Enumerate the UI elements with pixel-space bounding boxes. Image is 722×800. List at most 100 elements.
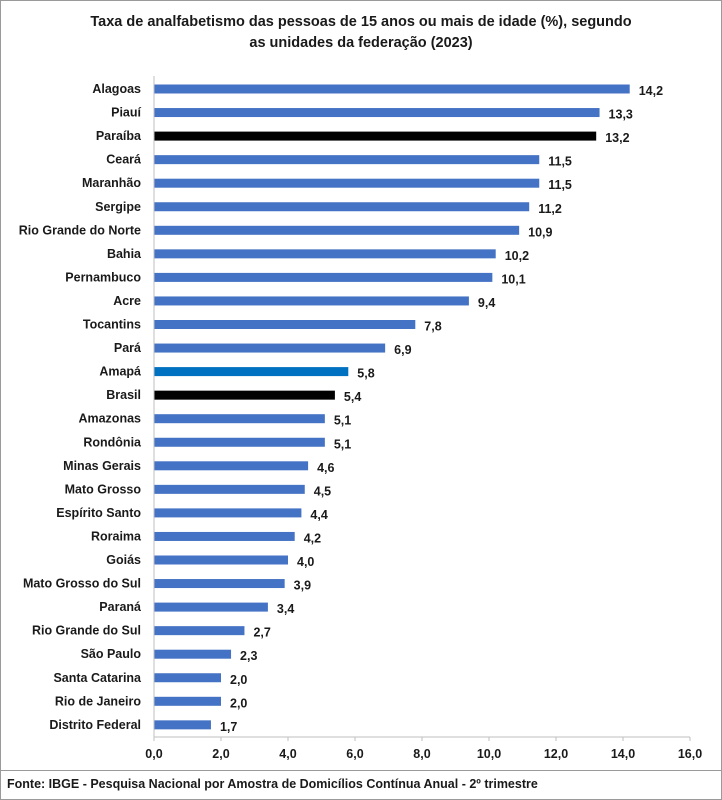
value-label-brasil: 5,4 (344, 390, 361, 404)
category-label-brasil: Brasil (106, 388, 141, 402)
value-label-minas-gerais: 4,6 (317, 461, 334, 475)
value-label-rondonia: 5,1 (334, 437, 351, 451)
category-label-santa-catarina: Santa Catarina (53, 671, 142, 685)
value-label-mato-grosso: 4,5 (314, 484, 331, 498)
bar-sergipe (154, 202, 530, 212)
category-label-espirito-santo: Espírito Santo (56, 506, 141, 520)
bar-santa-catarina (154, 673, 221, 683)
value-label-ceara: 11,5 (548, 155, 572, 169)
bar-mato-grosso-do-sul (154, 579, 285, 589)
category-label-rio-grande-do-sul: Rio Grande do Sul (32, 624, 141, 638)
x-tick-label: 16,0 (678, 747, 702, 761)
value-label-acre: 9,4 (478, 296, 495, 310)
value-label-pernambuco: 10,1 (501, 272, 525, 286)
value-label-parana: 3,4 (277, 602, 294, 616)
x-axis: 0,0 2,0 4,0 6,0 8,0 10,0 12,0 14,0 16,0 (145, 76, 702, 761)
value-label-maranhao: 11,5 (548, 178, 572, 192)
bar-amazonas (154, 414, 325, 424)
x-tick-label: 12,0 (544, 747, 568, 761)
category-label-paraiba: Paraíba (96, 129, 142, 143)
value-label-sao-paulo: 2,3 (240, 649, 257, 663)
bar-rio-de-janeiro (154, 696, 221, 706)
chart-title: Taxa de analfabetismo das pessoas de 15 … (20, 12, 702, 54)
x-tick-label: 2,0 (212, 747, 229, 761)
bar-parana (154, 602, 268, 612)
bar-alagoas (154, 84, 630, 94)
value-label-rio-de-janeiro: 2,0 (230, 696, 247, 710)
category-label-parana: Paraná (99, 600, 141, 614)
category-label-distrito-federal: Distrito Federal (49, 718, 141, 732)
bar-roraima (154, 531, 295, 541)
bar-sao-paulo (154, 649, 232, 659)
category-label-maranhao: Maranhão (82, 176, 141, 190)
bar-bahia (154, 249, 496, 259)
category-label-rio-grande-do-norte: Rio Grande do Norte (19, 223, 141, 237)
value-label-para: 6,9 (394, 343, 411, 357)
value-label-rio-grande-do-norte: 10,9 (528, 225, 552, 239)
category-label-para: Pará (114, 341, 141, 355)
x-tick-label: 4,0 (279, 747, 296, 761)
value-label-mato-grosso-do-sul: 3,9 (294, 579, 311, 593)
category-label-rio-de-janeiro: Rio de Janeiro (55, 694, 141, 708)
value-labels: 14,2 13,3 13,2 11,5 11,5 11,2 10,9 10,2 10,1 9,4 7… (220, 84, 663, 734)
category-label-pernambuco: Pernambuco (65, 270, 141, 284)
category-label-ceara: Ceará (106, 153, 141, 167)
category-label-piaui: Piauí (111, 106, 141, 120)
category-label-amapa: Amapá (99, 365, 141, 379)
value-label-alagoas: 14,2 (639, 84, 663, 98)
category-label-bahia: Bahia (107, 247, 142, 261)
bar-rondonia (154, 437, 325, 447)
x-tick-label: 8,0 (413, 747, 430, 761)
category-label-goias: Goiás (106, 553, 141, 567)
bar-minas-gerais (154, 461, 309, 471)
category-label-rondonia: Rondônia (83, 435, 142, 449)
bar-ceara (154, 155, 540, 165)
bar-amapa (154, 367, 349, 377)
category-label-mato-grosso: Mato Grosso (65, 482, 142, 496)
bar-acre (154, 296, 469, 306)
bar-pernambuco (154, 272, 493, 282)
value-label-amazonas: 5,1 (334, 414, 351, 428)
bar-mato-grosso (154, 484, 305, 494)
bar-chart: Alagoas Piauí Paraíba Ceará Maranhão Sergipe R… (19, 76, 702, 761)
x-tick-label: 0,0 (145, 747, 162, 761)
x-tick-label: 6,0 (346, 747, 363, 761)
x-tick-label: 14,0 (611, 747, 635, 761)
bar-piaui (154, 108, 600, 118)
bar-espirito-santo (154, 508, 302, 518)
value-label-paraiba: 13,2 (605, 131, 629, 145)
category-label-acre: Acre (113, 294, 141, 308)
value-label-tocantins: 7,8 (424, 320, 441, 334)
category-label-sao-paulo: São Paulo (81, 647, 142, 661)
bar-maranhao (154, 178, 540, 188)
category-label-sergipe: Sergipe (95, 200, 141, 214)
category-label-mato-grosso-do-sul: Mato Grosso do Sul (23, 577, 141, 591)
value-label-bahia: 10,2 (505, 249, 529, 263)
category-label-roraima: Roraima (91, 529, 142, 543)
bar-tocantins (154, 320, 416, 329)
value-label-goias: 4,0 (297, 555, 314, 569)
chart-title-line-1: Taxa de analfabetismo das pessoas de 15 … (90, 14, 632, 30)
category-label-amazonas: Amazonas (78, 412, 141, 426)
value-label-piaui: 13,3 (609, 108, 633, 122)
value-label-sergipe: 11,2 (538, 202, 562, 216)
value-label-santa-catarina: 2,0 (230, 673, 247, 687)
value-label-distrito-federal: 1,7 (220, 720, 237, 734)
source-note: Fonte: IBGE - Pesquisa Nacional por Amos… (7, 777, 538, 791)
value-label-rio-grande-do-sul: 2,7 (253, 626, 270, 640)
category-label-tocantins: Tocantins (83, 318, 141, 332)
bar-paraiba (154, 131, 597, 141)
category-label-minas-gerais: Minas Gerais (63, 459, 141, 473)
value-label-amapa: 5,8 (357, 367, 374, 381)
bar-rio-grande-do-sul (154, 626, 245, 636)
bar-rio-grande-do-norte (154, 225, 520, 235)
x-tick-label: 10,0 (477, 747, 501, 761)
bar-distrito-federal (154, 720, 211, 730)
bars-group (154, 84, 630, 730)
category-labels: Alagoas Piauí Paraíba Ceará Maranhão Sergipe R… (19, 82, 142, 732)
bar-goias (154, 555, 288, 565)
bar-para (154, 343, 386, 353)
value-label-roraima: 4,2 (304, 531, 321, 545)
value-label-espirito-santo: 4,4 (310, 508, 327, 522)
source-bar: Fonte: IBGE - Pesquisa Nacional por Amos… (1, 770, 721, 799)
